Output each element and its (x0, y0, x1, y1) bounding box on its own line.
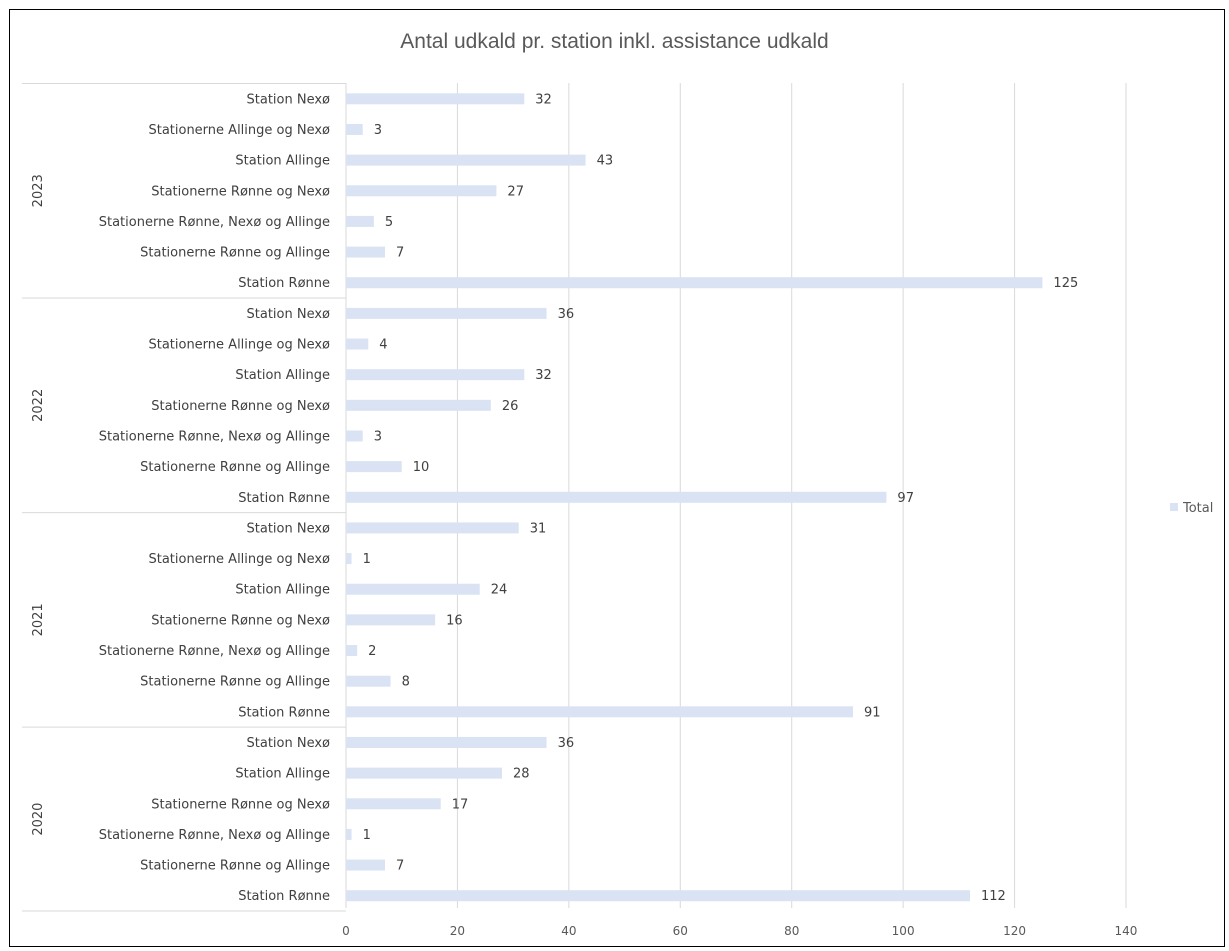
bar (346, 798, 441, 810)
category-label: Stationerne Rønne og Allinge (140, 859, 330, 874)
data-label: 10 (413, 460, 430, 475)
category-label: Station Rønne (238, 491, 330, 506)
category-label: Station Allinge (235, 767, 330, 782)
x-tick-label: 80 (784, 924, 799, 938)
bar (346, 522, 519, 534)
year-label: 2022 (31, 389, 46, 422)
data-label: 26 (502, 399, 519, 414)
data-label: 24 (491, 583, 508, 598)
data-label: 17 (452, 797, 469, 812)
category-label: Stationerne Rønne, Nexø og Allinge (99, 828, 330, 843)
data-label: 1 (363, 552, 371, 567)
data-label: 8 (402, 675, 410, 690)
category-label: Station Allinge (235, 368, 330, 383)
bar (346, 706, 853, 718)
bar (346, 828, 352, 840)
bar (346, 491, 887, 503)
category-label: Stationerne Rønne, Nexø og Allinge (99, 215, 330, 230)
year-label: 2023 (31, 174, 46, 207)
x-tick-label: 140 (1115, 924, 1138, 938)
data-label: 28 (513, 767, 530, 782)
bar (346, 614, 436, 626)
data-label: 5 (385, 215, 393, 230)
category-label: Stationerne Rønne og Allinge (140, 675, 330, 690)
x-tick-label: 60 (673, 924, 688, 938)
category-label: Stationerne Rønne og Nexø (151, 399, 330, 414)
category-label: Stationerne Rønne, Nexø og Allinge (99, 644, 330, 659)
category-label: Station Rønne (238, 705, 330, 720)
data-label: 7 (396, 246, 404, 261)
category-label: Station Allinge (235, 583, 330, 598)
category-label: Stationerne Rønne og Nexø (151, 613, 330, 628)
legend-swatch (1170, 503, 1178, 511)
category-label: Stationerne Rønne og Allinge (140, 246, 330, 261)
bar (346, 154, 586, 166)
data-label: 125 (1053, 276, 1078, 291)
bar (346, 553, 352, 565)
category-label: Station Rønne (238, 889, 330, 904)
bar (346, 123, 363, 135)
data-label: 16 (446, 613, 463, 628)
data-label: 31 (530, 521, 547, 536)
category-label: Stationerne Rønne, Nexø og Allinge (99, 429, 330, 444)
category-label: Station Allinge (235, 154, 330, 169)
data-label: 112 (981, 889, 1006, 904)
category-label: Stationerne Rønne og Allinge (140, 460, 330, 475)
bar (346, 645, 358, 657)
bar (346, 767, 502, 779)
legend-label: Total (1182, 501, 1213, 516)
chart-frame (9, 9, 1225, 947)
x-tick-label: 100 (892, 924, 915, 938)
data-label: 32 (535, 92, 552, 107)
chart-title: Antal udkald pr. station inkl. assistanc… (400, 30, 829, 53)
bar (346, 736, 547, 748)
data-label: 91 (864, 705, 881, 720)
bar (346, 859, 385, 871)
data-label: 27 (507, 184, 524, 199)
bar (346, 461, 402, 473)
category-label: Station Rønne (238, 276, 330, 291)
bar (346, 215, 374, 227)
bar (346, 890, 970, 902)
bar (346, 93, 525, 105)
bar (346, 430, 363, 442)
data-label: 36 (558, 736, 575, 751)
bar (346, 246, 385, 258)
bar (346, 307, 547, 319)
bar (346, 583, 480, 595)
bar (346, 185, 497, 197)
data-label: 43 (597, 154, 614, 169)
bar (346, 338, 369, 350)
category-label: Stationerne Allinge og Nexø (148, 552, 330, 567)
category-label: Station Nexø (247, 736, 331, 751)
x-tick-label: 120 (1003, 924, 1026, 938)
data-label: 97 (897, 491, 914, 506)
category-label: Station Nexø (247, 521, 331, 536)
year-label: 2021 (31, 603, 46, 636)
data-label: 1 (363, 828, 371, 843)
bar (346, 675, 391, 687)
bar (346, 399, 491, 411)
category-label: Stationerne Rønne og Nexø (151, 184, 330, 199)
data-label: 7 (396, 859, 404, 874)
bar (346, 277, 1043, 289)
data-label: 3 (374, 123, 382, 138)
x-tick-label: 20 (450, 924, 465, 938)
category-label: Station Nexø (247, 307, 331, 322)
category-label: Stationerne Rønne og Nexø (151, 797, 330, 812)
data-label: 2 (368, 644, 376, 659)
bar (346, 369, 525, 381)
category-label: Stationerne Allinge og Nexø (148, 123, 330, 138)
data-label: 32 (535, 368, 552, 383)
data-label: 36 (558, 307, 575, 322)
category-label: Station Nexø (247, 92, 331, 107)
x-tick-label: 0 (342, 924, 350, 938)
data-label: 3 (374, 429, 382, 444)
year-label: 2020 (31, 803, 46, 836)
data-label: 4 (379, 338, 387, 353)
x-tick-label: 40 (561, 924, 576, 938)
category-label: Stationerne Allinge og Nexø (148, 338, 330, 353)
